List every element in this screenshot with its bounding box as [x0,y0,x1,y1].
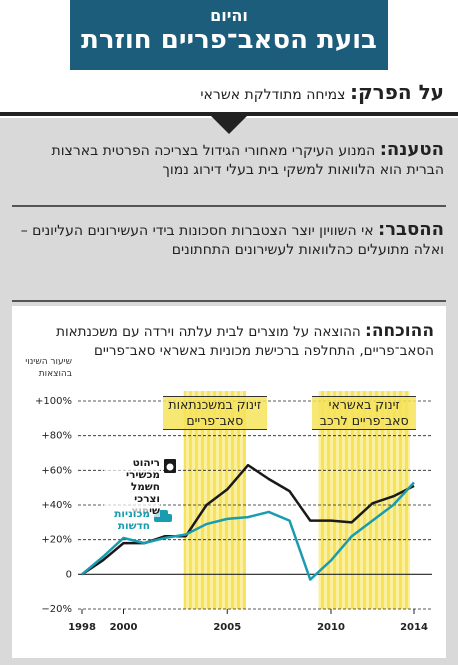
legend-label: מכוניות חדשות [100,508,150,532]
y-axis-label: שיעור השינוי בהוצאות [25,357,72,379]
y-tick-label: +40% [41,500,72,511]
highlight-label: זינוק באשראי סאב־פריים לרכב [312,396,417,430]
y-tick-label: +60% [41,465,72,476]
highlight-label-line: זינוק במשכנתאות [168,397,262,412]
topic: על הפרק: צמיחה מתודלקת אשראי [14,80,444,104]
pointer [211,116,247,134]
x-tick-label: 2005 [213,622,241,633]
y-tick-label: +100% [35,396,72,407]
kicker: והיום [210,6,248,25]
series-line [81,481,415,581]
highlight-label-line: סאב־פריים לרכב [319,413,409,428]
y-tick-label: −20% [41,604,72,615]
explanation: ההסבר: אי השוויון יוצר הצטברות חסכונות ב… [14,220,444,260]
claim-text: המנוע העיקרי מאחורי הגידול בצריכה הפרטית… [51,143,445,178]
explanation-text: אי השוויון יוצר הצטברות חסכונות בידי העש… [20,223,444,258]
chart-title-text: ההוצאה על מוצרים לבית עלתה וירדה עם משכנ… [56,324,434,359]
legend-label: ריהוט מכשירי חשמל וצרכי שיפוץ [104,457,160,517]
x-tick-label: 2014 [400,622,428,633]
series-line [81,463,415,576]
highlight-label: זינוק במשכנתאות סאב־פריים [162,396,267,430]
chart-title: ההוכחה: ההוצאה על מוצרים לבית עלתה וירדה… [29,322,434,361]
claim: הטענה: המנוע העיקרי מאחורי הגידול בצריכה… [14,139,445,180]
y-tick-label: +20% [41,535,72,546]
banner: והיום בועת הסאב־פריים חוזרת [70,0,388,70]
rule [12,205,446,207]
rule [0,112,458,116]
highlight-label-line: זינוק באשראי [328,397,400,412]
claim-label: הטענה: [379,139,444,160]
explanation-label: ההסבר: [378,219,444,240]
rule [12,300,446,302]
topic-label: על הפרק: [349,80,444,104]
x-tick-label: 2010 [317,622,345,633]
topic-text: צמיחה מתודלקת אשראי [200,87,346,103]
legend-icon [158,510,168,516]
x-tick-label: 1998 [68,622,96,633]
highlight-label-line: סאב־פריים [186,413,244,428]
y-tick-label: +80% [41,431,72,442]
banner-title: בועת הסאב־פריים חוזרת [81,25,377,55]
legend-icon [166,463,174,471]
chart-title-label: ההוכחה: [365,321,434,341]
y-tick-label: 0 [66,569,72,580]
x-tick-label: 2000 [110,622,138,633]
